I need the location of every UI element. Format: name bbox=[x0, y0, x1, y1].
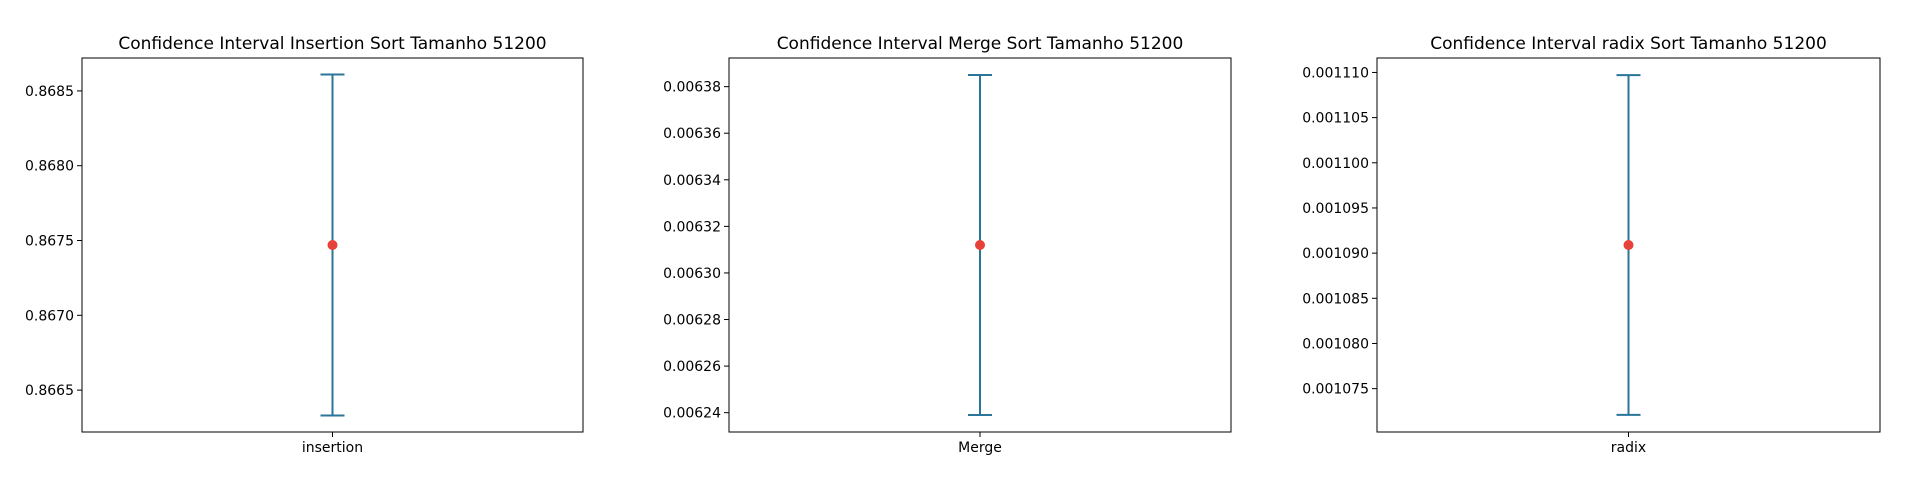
y-tick-label: 0.00638 bbox=[663, 80, 721, 96]
chart-title: Confidence Interval Insertion Sort Taman… bbox=[118, 34, 546, 54]
y-tick-label: 0.8665 bbox=[25, 383, 74, 399]
chart-panel-3: Confidence Interval radix Sort Tamanho 5… bbox=[1302, 34, 1881, 456]
chart-panel-1: Confidence Interval Insertion Sort Taman… bbox=[25, 34, 584, 456]
y-tick-label: 0.00626 bbox=[663, 359, 721, 375]
mean-point bbox=[1623, 240, 1634, 250]
y-tick-label: 0.8670 bbox=[25, 308, 74, 324]
y-tick-label: 0.001080 bbox=[1302, 336, 1369, 352]
chart-title: Confidence Interval radix Sort Tamanho 5… bbox=[1430, 34, 1827, 54]
y-tick-label: 0.001110 bbox=[1302, 65, 1369, 81]
y-tick-label: 0.8675 bbox=[25, 234, 74, 250]
y-tick-label: 0.8685 bbox=[25, 84, 74, 100]
y-tick-label: 0.001085 bbox=[1302, 291, 1369, 307]
chart-panel-2: Confidence Interval Merge Sort Tamanho 5… bbox=[663, 34, 1232, 456]
y-tick-label: 0.001075 bbox=[1302, 382, 1369, 398]
mean-point bbox=[975, 240, 985, 250]
x-tick-label: radix bbox=[1611, 440, 1646, 456]
y-tick-label: 0.00628 bbox=[663, 313, 721, 329]
chart-title: Confidence Interval Merge Sort Tamanho 5… bbox=[777, 34, 1184, 54]
y-tick-label: 0.00632 bbox=[663, 219, 721, 235]
y-tick-label: 0.001095 bbox=[1302, 201, 1369, 217]
y-tick-label: 0.8680 bbox=[25, 159, 74, 175]
y-tick-label: 0.00630 bbox=[663, 266, 721, 282]
y-tick-label: 0.001105 bbox=[1302, 111, 1369, 127]
x-tick-label: insertion bbox=[302, 440, 363, 456]
y-tick-label: 0.001100 bbox=[1302, 156, 1369, 172]
y-tick-label: 0.001090 bbox=[1302, 246, 1369, 262]
mean-point bbox=[327, 240, 338, 250]
y-tick-label: 0.00624 bbox=[663, 406, 721, 422]
x-tick-label: Merge bbox=[958, 440, 1002, 456]
y-tick-label: 0.00634 bbox=[663, 173, 721, 189]
y-tick-label: 0.00636 bbox=[663, 126, 721, 142]
